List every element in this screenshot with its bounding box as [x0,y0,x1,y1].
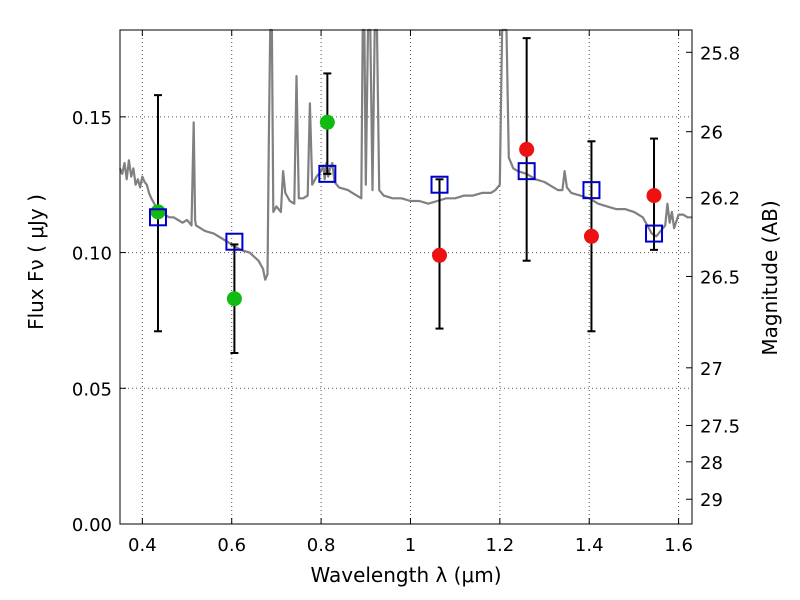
red-circle-marker [646,188,662,204]
right-y-axis-title: Magnitude (AB) [758,200,782,355]
square-marker [318,164,337,183]
marker-layer [148,114,664,307]
right-y-tick-label: 29 [700,490,723,511]
x-tick-label: 1.6 [664,535,693,556]
y-tick-label: 0.15 [72,108,112,129]
model-spectrum-line [118,28,692,281]
right-y-tick-label: 26.5 [700,267,740,288]
x-tick-label: 0.8 [307,535,336,556]
y-tick-label: 0.10 [72,244,112,265]
square-marker [582,181,601,200]
model-spectrum-layer [118,28,692,281]
green-circle-marker [319,114,335,130]
right-y-tick-label: 26.2 [700,189,740,210]
x-tick-label: 0.4 [128,535,157,556]
square-marker [517,162,536,181]
red-circle-marker [519,141,535,157]
square-marker [645,224,664,243]
x-axis-title: Wavelength λ (μm) [310,563,501,587]
green-circle-marker [150,204,166,220]
x-tick-label: 1 [405,535,416,556]
grid [120,30,692,525]
red-circle-marker [583,228,599,244]
x-tick-label: 1.2 [486,535,515,556]
green-circle-marker [226,291,242,307]
y-tick-label: 0.05 [72,379,112,400]
right-y-tick-label: 27.5 [700,416,740,437]
square-marker [225,232,244,251]
red-circle-marker [432,247,448,263]
right-y-tick-label: 25.8 [700,43,740,64]
x-tick-label: 0.6 [217,535,246,556]
square-marker [148,208,167,227]
y-tick-label: 0.00 [72,515,112,536]
y-axis-title: Flux Fν ( μJy ) [24,194,48,330]
tick-layer: 0.4 0.6 0.8 1 1.2 1.4 1.6 0.00 0.05 0.10 0.15 25.8 2… [72,30,740,556]
square-marker [430,175,449,194]
right-y-tick-label: 26 [700,123,723,144]
right-y-tick-label: 27 [700,359,723,380]
plot-frame [119,29,693,525]
x-tick-label: 1.4 [575,535,604,556]
right-y-tick-label: 28 [700,453,723,474]
